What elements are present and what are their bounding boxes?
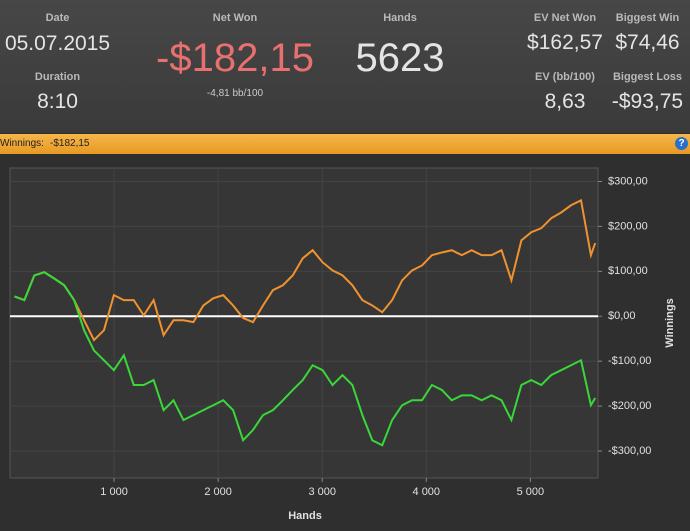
value: $162,57 — [527, 31, 603, 54]
bar-label: Winnings: — [0, 138, 44, 149]
y-tick-label: $100,00 — [608, 265, 648, 277]
label: Biggest Loss — [612, 71, 683, 83]
value: -$93,75 — [611, 90, 684, 113]
x-tick-label: 5 000 — [517, 486, 545, 498]
help-button[interactable]: ? — [675, 137, 688, 150]
value: 8,63 — [544, 90, 586, 113]
series-line — [14, 198, 597, 342]
y-tick-label: $200,00 — [608, 220, 648, 232]
plot-area — [9, 167, 599, 479]
label: Duration — [34, 71, 81, 83]
x-axis-label: Hands — [288, 510, 322, 522]
x-tick-label: 2 000 — [204, 486, 232, 498]
x-tick-label: 1 000 — [100, 486, 128, 498]
chart: Hands Winnings $300,00 $200,00 $100,00 $0,0… — [9, 167, 676, 522]
y-tick-label: -$200,00 — [608, 400, 651, 412]
y-tick-label: $300,00 — [608, 175, 648, 187]
x-tick-label: 3 000 — [308, 486, 336, 498]
stats-header: Date 05.07.2015 Duration 8:10 Net Won -$… — [0, 0, 690, 133]
y-tick-label: -$100,00 — [608, 355, 651, 367]
label: EV (bb/100) — [535, 71, 595, 83]
value: 05.07.2015 — [4, 32, 111, 55]
net-won: -$182,15 — [156, 36, 314, 80]
label: Date — [45, 12, 70, 24]
bar-value: -$182,15 — [50, 138, 90, 149]
y-tick-label: $0,00 — [608, 310, 636, 322]
y-tick-label: -$300,00 — [608, 445, 651, 457]
y-axis-label: Winnings — [664, 298, 676, 347]
label: EV Net Won — [533, 12, 597, 24]
value: 8:10 — [37, 90, 78, 113]
title-bar: Winnings: -$182,15 ? — [0, 134, 690, 154]
x-tick-label: 4 000 — [413, 486, 441, 498]
value: -4,81 bb/100 — [206, 88, 264, 99]
value: $74,46 — [615, 31, 680, 54]
hands: 5623 — [355, 36, 445, 80]
label: Net Won — [212, 12, 258, 24]
series-line — [14, 271, 597, 447]
label: Hands — [383, 12, 417, 24]
label: Biggest Win — [615, 12, 680, 24]
